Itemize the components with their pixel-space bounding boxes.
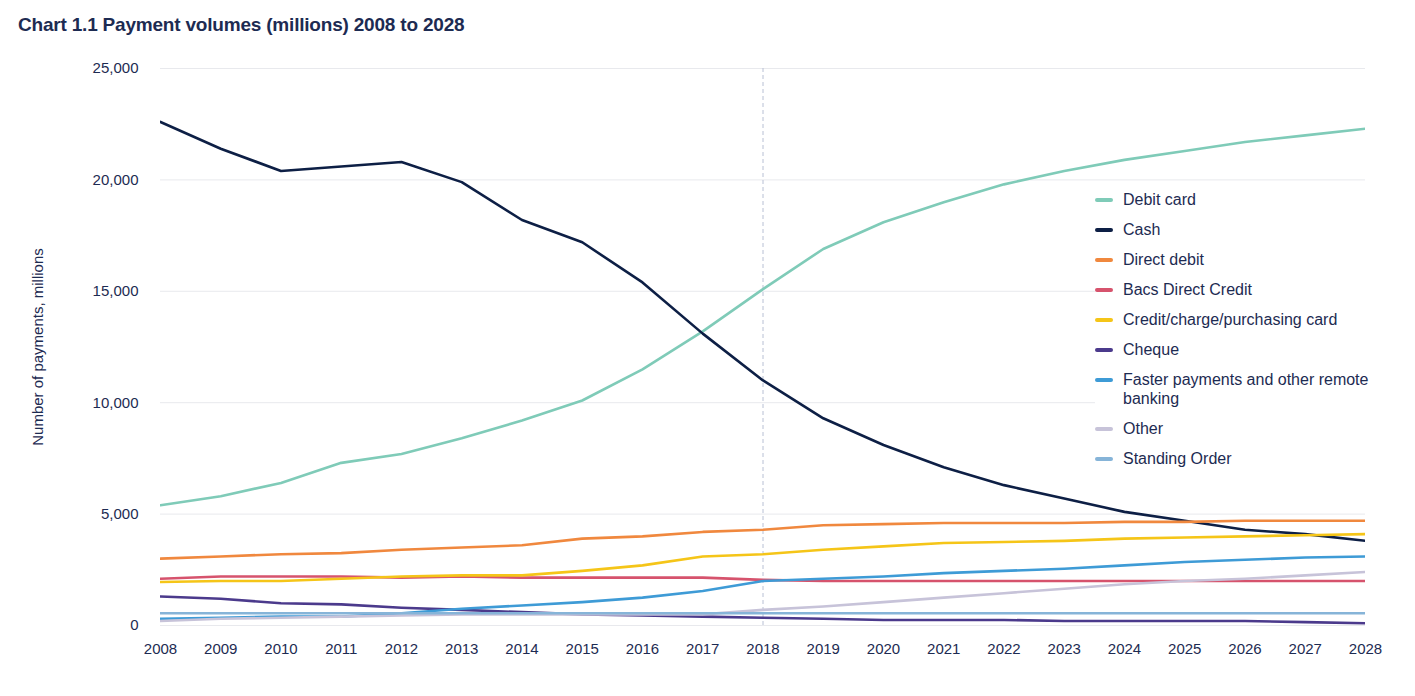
svg-text:2022: 2022 (987, 640, 1020, 657)
html-text:Credit/charge/purchasing card: Credit/charge/purchasing card (1123, 311, 1338, 328)
svg-text:25,000: 25,000 (93, 59, 139, 76)
html-text:Chart 1.1 Payment volumes (mil: Chart 1.1 Payment volumes (millions) 200… (18, 14, 465, 35)
svg-text:2024: 2024 (1108, 640, 1141, 657)
svg-text:2015: 2015 (566, 640, 599, 657)
svg-text:2014: 2014 (505, 640, 538, 657)
svg-text:2011: 2011 (325, 640, 357, 657)
html-text:Bacs Direct Credit: Bacs Direct Credit (1123, 281, 1252, 298)
svg-text:2028: 2028 (1349, 640, 1382, 657)
svg-text:2021: 2021 (927, 640, 960, 657)
svg-text:10,000: 10,000 (93, 394, 139, 411)
svg-text:5,000: 5,000 (101, 505, 139, 522)
html-text:Debit card: Debit card (1123, 191, 1196, 208)
svg-text:2013: 2013 (445, 640, 478, 657)
svg-text:2010: 2010 (264, 640, 297, 657)
svg-text:2018: 2018 (746, 640, 779, 657)
html-text:Standing Order: Standing Order (1123, 450, 1232, 467)
svg-text:2025: 2025 (1168, 640, 1201, 657)
svg-text:20,000: 20,000 (93, 171, 139, 188)
html-text:Cheque: Cheque (1123, 341, 1179, 358)
html-text:Cash: Cash (1123, 221, 1161, 238)
svg-text:2019: 2019 (807, 640, 840, 657)
svg-text:Number of payments, millions: Number of payments, millions (29, 248, 46, 446)
svg-text:2023: 2023 (1048, 640, 1081, 657)
html-text:Direct debit: Direct debit (1123, 251, 1204, 268)
svg-text:2012: 2012 (385, 640, 418, 657)
svg-text:2009: 2009 (204, 640, 237, 657)
svg-text:15,000: 15,000 (93, 282, 139, 299)
svg-text:2016: 2016 (626, 640, 659, 657)
html-text:Other: Other (1123, 420, 1163, 437)
svg-text:0: 0 (130, 616, 138, 633)
svg-text:2017: 2017 (686, 640, 719, 657)
svg-text:2026: 2026 (1228, 640, 1261, 657)
svg-text:2020: 2020 (867, 640, 900, 657)
html-text:Faster payments and other remo: Faster payments and other remote banking (1123, 371, 1369, 407)
svg-text:2027: 2027 (1289, 640, 1322, 657)
svg-text:2008: 2008 (144, 640, 177, 657)
